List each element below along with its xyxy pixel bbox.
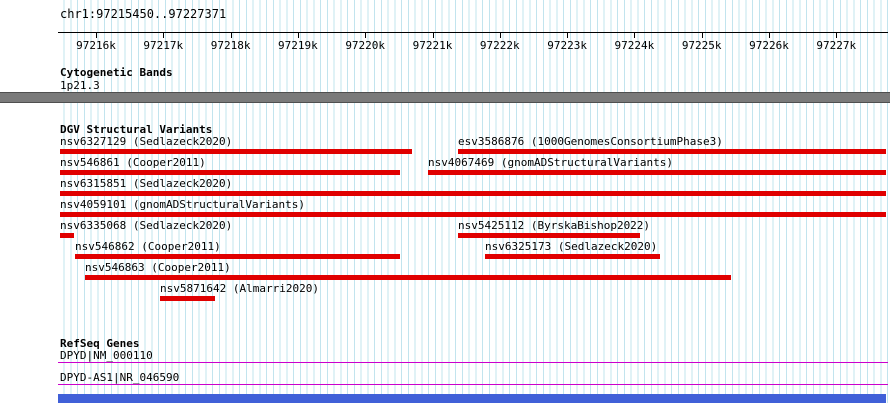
dgv-structural-variants-title: DGV Structural Variants bbox=[60, 123, 213, 136]
ruler-tick bbox=[701, 33, 703, 38]
variant-label[interactable]: nsv546861 (Cooper2011) bbox=[60, 156, 206, 169]
ruler-tick-label: 97221k bbox=[412, 39, 453, 52]
variant-bar[interactable] bbox=[428, 170, 886, 175]
variant-label[interactable]: nsv6325173 (Sedlazeck2020) bbox=[485, 240, 658, 253]
variant-bar[interactable] bbox=[60, 149, 412, 154]
ruler-tick bbox=[297, 33, 299, 38]
variant-bar[interactable] bbox=[160, 296, 215, 301]
gene-model-line[interactable] bbox=[58, 384, 888, 385]
variant-bar[interactable] bbox=[60, 191, 886, 196]
variant-bar[interactable] bbox=[85, 275, 731, 280]
ruler-tick-label: 97220k bbox=[345, 39, 386, 52]
variant-label[interactable]: nsv4059101 (gnomADStructuralVariants) bbox=[60, 198, 306, 211]
ruler-tick-label: 97218k bbox=[210, 39, 251, 52]
ruler-tick-label: 97227k bbox=[816, 39, 857, 52]
ruler-tick bbox=[365, 33, 367, 38]
refseq-genes-title: RefSeq Genes bbox=[60, 337, 140, 350]
ruler-tick bbox=[230, 33, 232, 38]
variant-bar[interactable] bbox=[60, 233, 74, 238]
ruler-tick bbox=[567, 33, 569, 38]
variant-label[interactable]: nsv6327129 (Sedlazeck2020) bbox=[60, 135, 233, 148]
grid-stripes bbox=[58, 0, 888, 403]
variant-label[interactable]: esv3586876 (1000GenomesConsortiumPhase3) bbox=[458, 135, 723, 148]
variant-label[interactable]: nsv546862 (Cooper2011) bbox=[75, 240, 221, 253]
ruler-tick-label: 97223k bbox=[547, 39, 587, 52]
ruler-tick bbox=[634, 33, 636, 38]
region-coordinates: chr1:97215450..97227371 bbox=[60, 7, 227, 21]
ruler-tick bbox=[96, 33, 97, 38]
gene-label[interactable]: DPYD|NM_000110 bbox=[60, 349, 153, 362]
variant-bar[interactable] bbox=[60, 212, 886, 217]
gene-model-line[interactable] bbox=[58, 362, 888, 363]
variant-label[interactable]: nsv4067469 (gnomADStructuralVariants) bbox=[428, 156, 674, 169]
ruler-tick-label: 97219k bbox=[278, 39, 318, 52]
ruler-tick bbox=[499, 33, 501, 38]
ruler-line bbox=[58, 32, 888, 33]
ruler-tick-label: 97226k bbox=[749, 39, 789, 52]
ruler-tick-label: 97224k bbox=[614, 39, 655, 52]
variant-label[interactable]: nsv5425112 (ByrskaBishop2022) bbox=[458, 219, 651, 232]
overview-scrollbar[interactable] bbox=[58, 394, 886, 403]
variant-label[interactable]: nsv546863 (Cooper2011) bbox=[85, 261, 231, 274]
gene-label[interactable]: DPYD-AS1|NR_046590 bbox=[60, 371, 180, 384]
cytogenetic-bands-title: Cytogenetic Bands bbox=[60, 66, 173, 79]
ruler-tick-label: 97216k bbox=[76, 39, 116, 52]
ruler-tick bbox=[836, 33, 838, 38]
ruler-tick bbox=[163, 33, 165, 38]
variant-bar[interactable] bbox=[458, 233, 640, 238]
ruler-tick bbox=[769, 33, 770, 38]
ruler-tick bbox=[432, 33, 434, 38]
ruler-tick-label: 97225k bbox=[681, 39, 722, 52]
variant-bar[interactable] bbox=[60, 170, 400, 175]
variant-label[interactable]: nsv6315851 (Sedlazeck2020) bbox=[60, 177, 233, 190]
ruler-tick-label: 97217k bbox=[143, 39, 184, 52]
variant-bar[interactable] bbox=[75, 254, 400, 259]
ruler-tick-label: 97222k bbox=[479, 39, 520, 52]
variant-bar[interactable] bbox=[458, 149, 886, 154]
variant-bar[interactable] bbox=[485, 254, 660, 259]
variant-label[interactable]: nsv5871642 (Almarri2020) bbox=[160, 282, 319, 295]
cytoband-ideogram-bar bbox=[0, 92, 890, 103]
variant-label[interactable]: nsv6335068 (Sedlazeck2020) bbox=[60, 219, 233, 232]
cytoband-label: 1p21.3 bbox=[60, 79, 100, 92]
